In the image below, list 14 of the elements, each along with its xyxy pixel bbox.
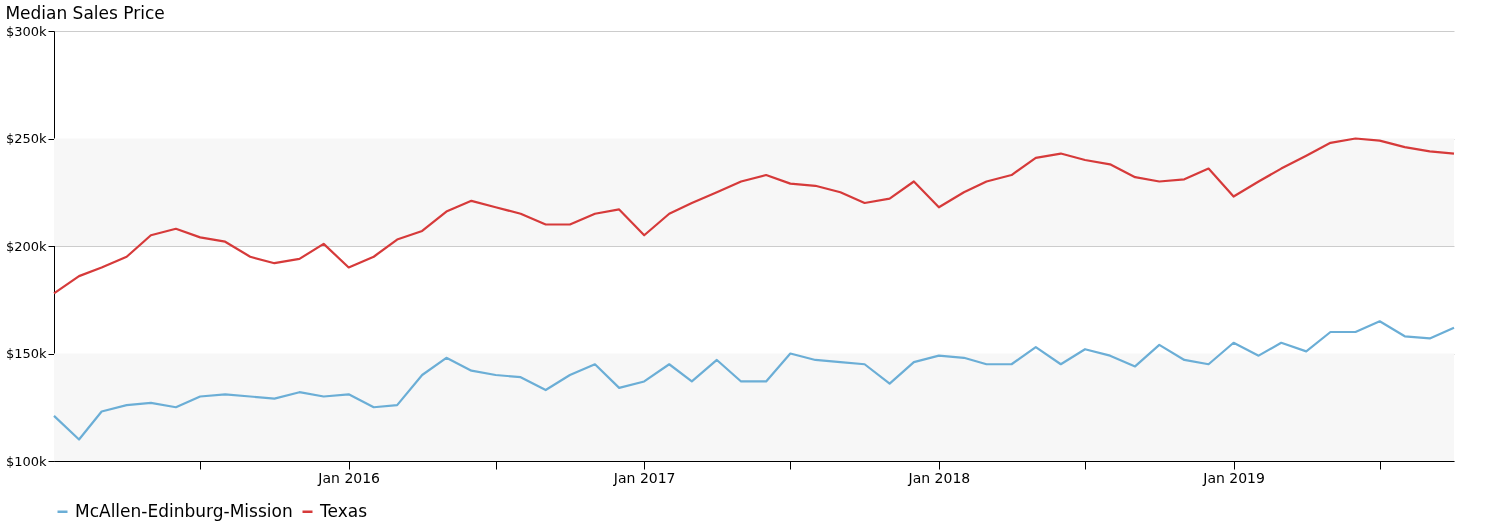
legend-label: Texas — [319, 500, 368, 521]
y-tick-label: $150k — [5, 346, 47, 361]
x-tick-label: Jan 2019 — [1202, 469, 1265, 486]
y-tick-label: $250k — [5, 131, 47, 146]
x-tick-label: Jan 2017 — [612, 469, 676, 486]
line-series — [52, 320, 1456, 441]
legend-label: McAllen-Edinburg-Mission — [75, 500, 293, 521]
x-tick-label: Jan 2016 — [317, 469, 381, 486]
y-tick-label: $100k — [5, 453, 47, 469]
line-series — [52, 137, 1456, 295]
chart-title: Median Sales Price — [5, 3, 165, 23]
y-tick-label: $300k — [5, 23, 47, 39]
x-tick-label: Jan 2018 — [907, 469, 971, 486]
y-tick-label: $200k — [5, 238, 47, 254]
